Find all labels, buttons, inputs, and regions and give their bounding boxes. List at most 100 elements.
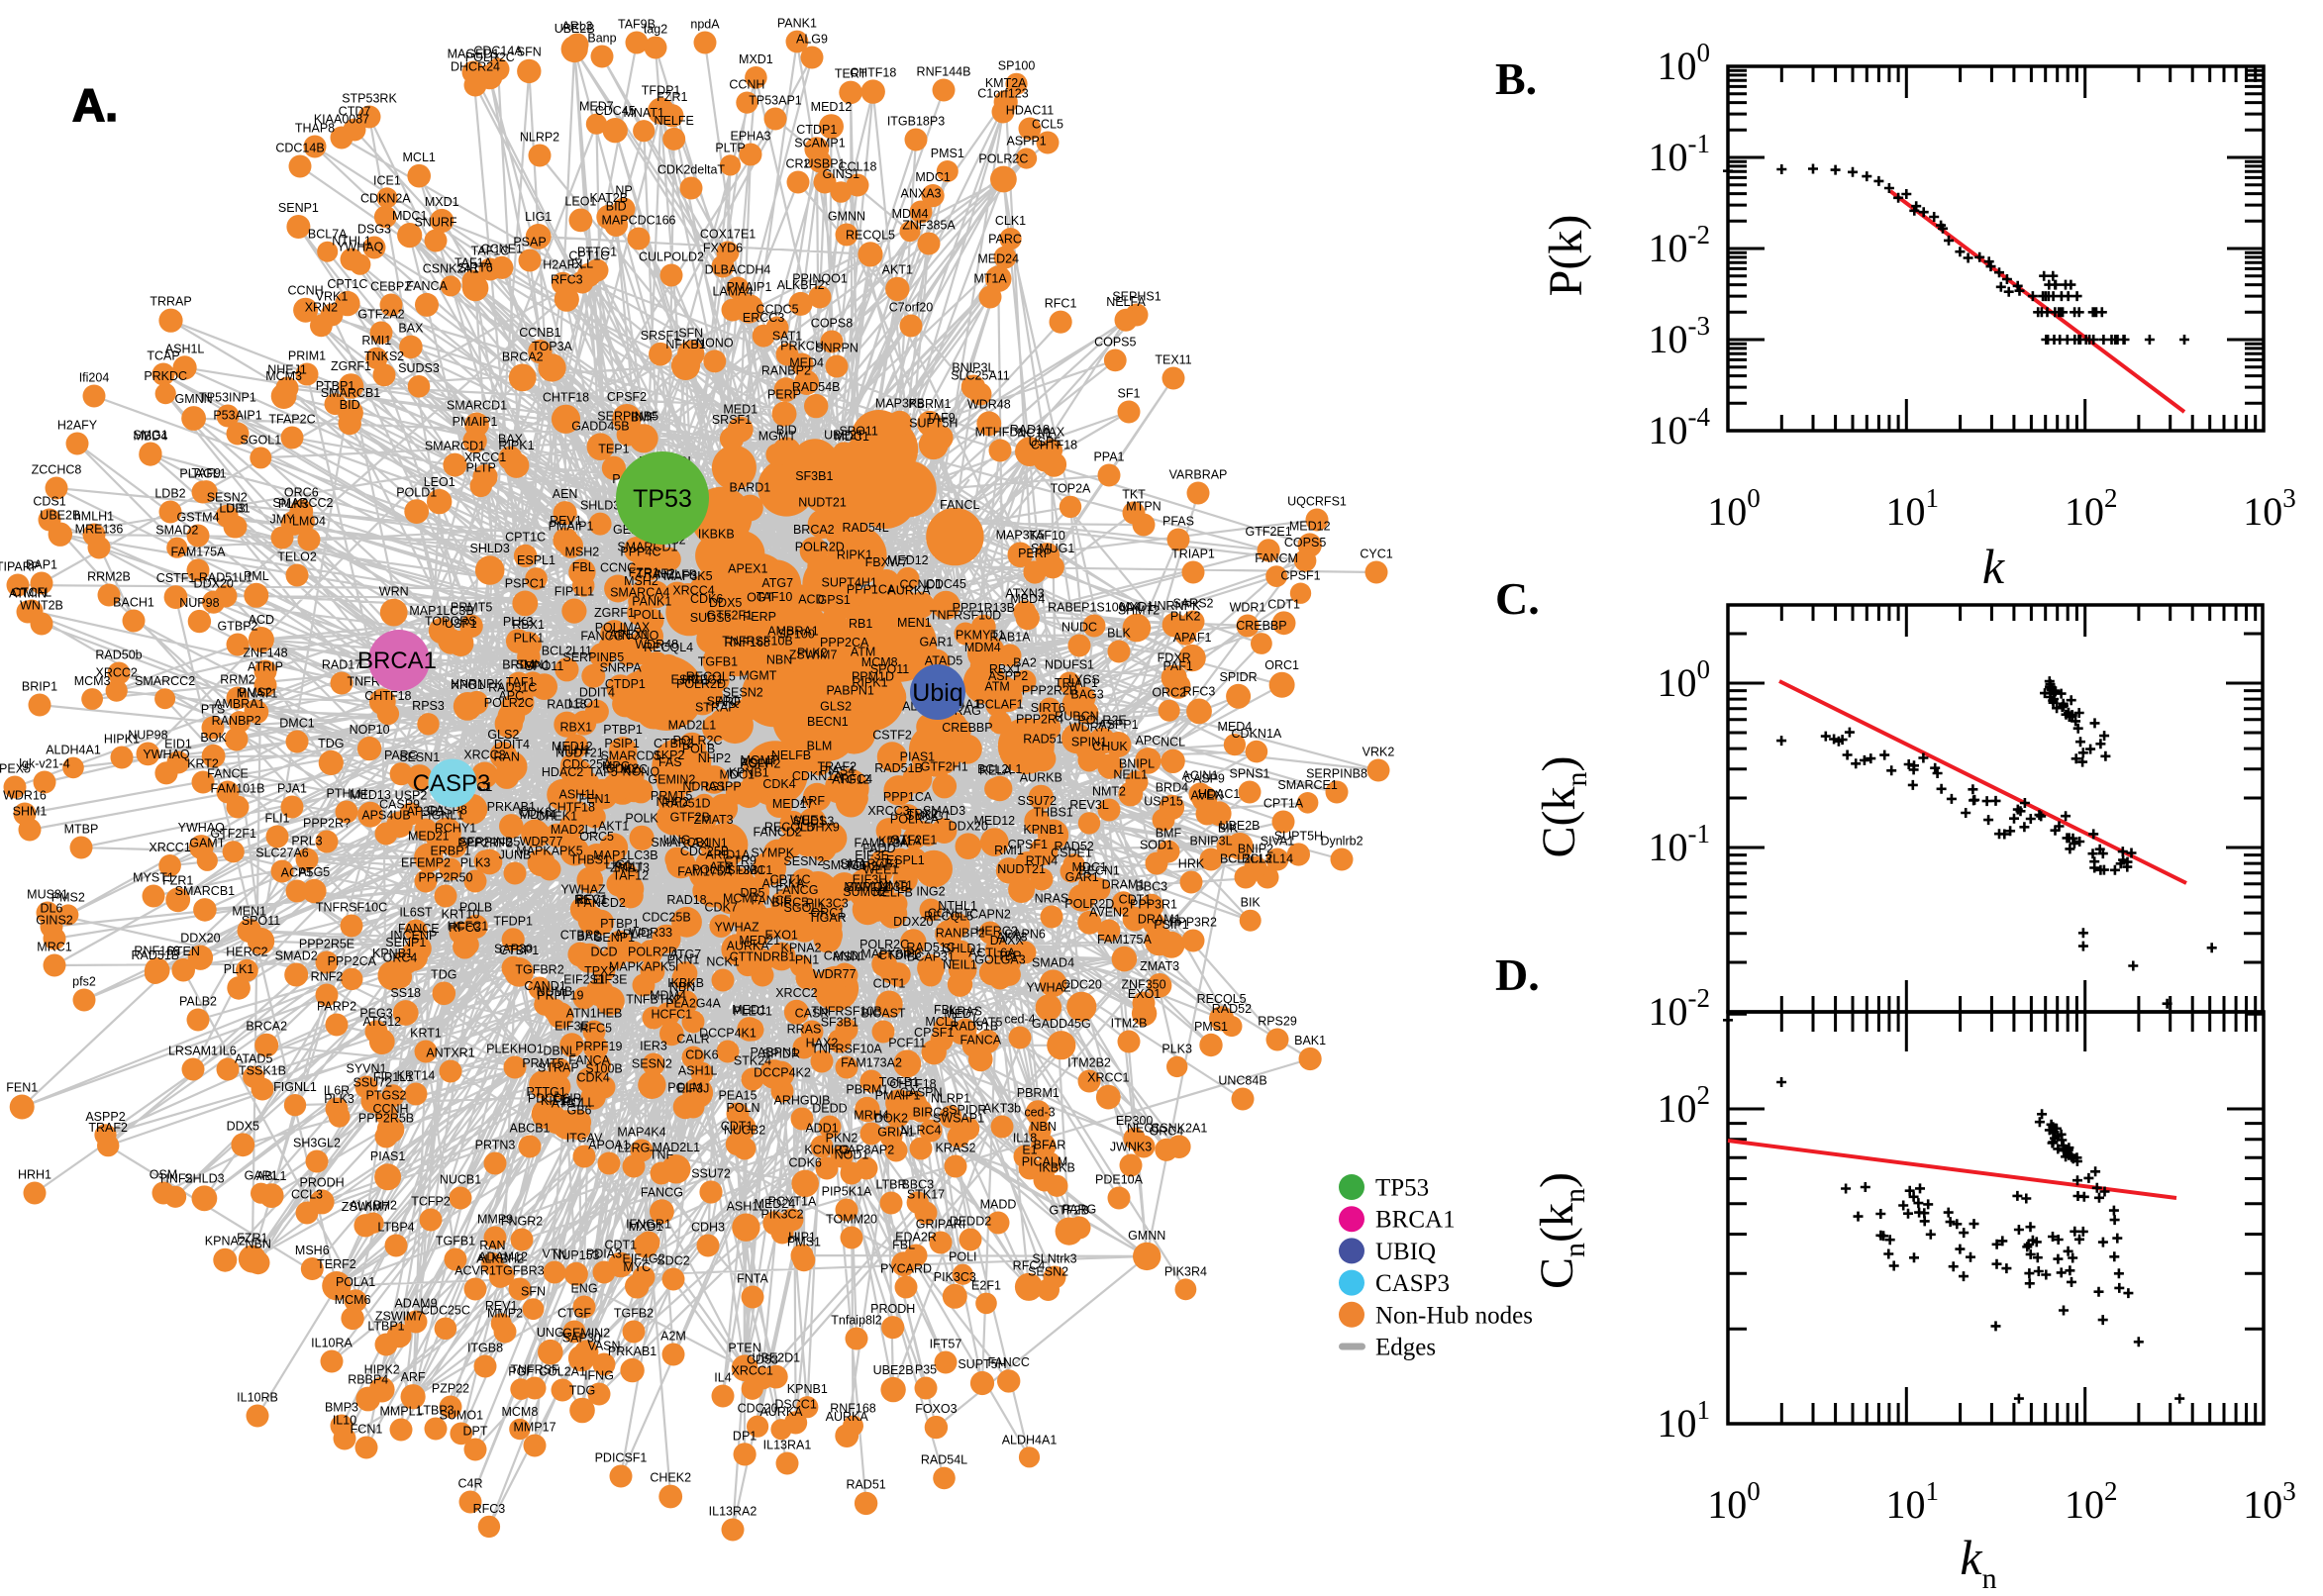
svg-text:JWNK3: JWNK3 bbox=[1110, 1141, 1152, 1154]
svg-text:WDR48: WDR48 bbox=[967, 398, 1011, 412]
svg-text:TEP1: TEP1 bbox=[598, 443, 629, 456]
svg-text:HNRNPK: HNRNPK bbox=[451, 677, 503, 691]
svg-text:NEO1: NEO1 bbox=[1127, 1122, 1161, 1136]
svg-text:TOPORS: TOPORS bbox=[425, 615, 477, 629]
svg-text:ITM2B: ITM2B bbox=[1111, 1017, 1148, 1031]
svg-text:POLK: POLK bbox=[625, 812, 658, 826]
svg-text:KIAA0087: KIAA0087 bbox=[314, 113, 369, 127]
svg-text:PJA1: PJA1 bbox=[277, 782, 307, 796]
svg-text:SPIDR: SPIDR bbox=[949, 1103, 986, 1117]
svg-text:GAR1: GAR1 bbox=[245, 1169, 278, 1183]
svg-text:PTBP1: PTBP1 bbox=[316, 379, 355, 393]
svg-text:KPNB1: KPNB1 bbox=[1023, 823, 1063, 837]
svg-text:MCM7: MCM7 bbox=[723, 892, 759, 906]
svg-text:POLR2A: POLR2A bbox=[890, 813, 940, 827]
svg-text:FANCA: FANCA bbox=[406, 279, 448, 293]
svg-text:NUDT21: NUDT21 bbox=[556, 747, 604, 760]
svg-text:BMF: BMF bbox=[631, 410, 657, 424]
svg-text:CDT1: CDT1 bbox=[721, 1119, 754, 1133]
svg-text:ATN1HEB: ATN1HEB bbox=[566, 1007, 623, 1021]
svg-text:XRCC1: XRCC1 bbox=[149, 841, 190, 854]
svg-text:DDX5: DDX5 bbox=[709, 596, 742, 610]
svg-text:CCNB1: CCNB1 bbox=[519, 326, 560, 340]
svg-text:CD53: CD53 bbox=[747, 1353, 778, 1367]
svg-text:ANTXR1: ANTXR1 bbox=[426, 1047, 474, 1060]
svg-text:RAD52: RAD52 bbox=[1054, 840, 1093, 853]
svg-text:FANCL: FANCL bbox=[940, 498, 979, 512]
svg-text:CCNE1: CCNE1 bbox=[928, 906, 969, 920]
svg-text:CHTF18: CHTF18 bbox=[543, 391, 589, 405]
svg-text:COPS8: COPS8 bbox=[811, 317, 853, 331]
svg-text:GTF2B: GTF2B bbox=[670, 811, 710, 825]
svg-text:TIGAR: TIGAR bbox=[808, 911, 846, 925]
svg-text:FANCF: FANCF bbox=[752, 894, 792, 908]
svg-text:RRM2: RRM2 bbox=[220, 673, 254, 687]
svg-text:FIP1L1: FIP1L1 bbox=[373, 1070, 413, 1084]
svg-text:E1: E1 bbox=[1022, 1144, 1037, 1157]
svg-text:Tnfaip8l2: Tnfaip8l2 bbox=[831, 1314, 881, 1328]
svg-text:ALKBH2: ALKBH2 bbox=[476, 1252, 524, 1266]
svg-text:PLK3: PLK3 bbox=[1162, 1043, 1192, 1056]
svg-text:TAF5: TAF5 bbox=[588, 765, 618, 779]
svg-text:SUDS3: SUDS3 bbox=[690, 611, 732, 625]
svg-text:PMS1: PMS1 bbox=[1194, 1020, 1228, 1034]
svg-text:SHLD3: SHLD3 bbox=[470, 542, 510, 555]
svg-text:CDK2: CDK2 bbox=[606, 762, 639, 776]
svg-text:USP15: USP15 bbox=[1144, 795, 1183, 809]
svg-text:E2F1: E2F1 bbox=[971, 1279, 1001, 1293]
svg-text:CAP8AP2: CAP8AP2 bbox=[839, 1144, 894, 1157]
svg-text:TNFRSF: TNFRSF bbox=[510, 1363, 559, 1377]
svg-text:PMS1: PMS1 bbox=[931, 147, 964, 160]
svg-text:SUDS3: SUDS3 bbox=[793, 815, 835, 829]
svg-text:TAF1: TAF1 bbox=[506, 675, 536, 689]
svg-text:UBE2D1: UBE2D1 bbox=[752, 1351, 800, 1365]
svg-text:GMNN: GMNN bbox=[1128, 1229, 1165, 1243]
svg-text:NHEJ1: NHEJ1 bbox=[267, 363, 307, 377]
svg-text:MAD2L1: MAD2L1 bbox=[668, 719, 717, 733]
svg-text:RECQL4: RECQL4 bbox=[644, 641, 693, 654]
svg-text:H2AFX: H2AFX bbox=[543, 258, 583, 272]
svg-text:SESN2: SESN2 bbox=[1028, 1264, 1068, 1278]
svg-text:PTHLH: PTHLH bbox=[327, 787, 367, 801]
svg-text:C7orf20: C7orf20 bbox=[889, 301, 934, 315]
svg-text:IKBKB: IKBKB bbox=[667, 976, 704, 990]
svg-text:PTEN: PTEN bbox=[167, 945, 200, 958]
svg-text:NBN: NBN bbox=[669, 980, 695, 994]
svg-text:ACD: ACD bbox=[249, 613, 274, 627]
svg-text:ATG12: ATG12 bbox=[362, 1015, 401, 1029]
svg-text:TP53: TP53 bbox=[1375, 1175, 1429, 1202]
svg-text:TEX11: TEX11 bbox=[1155, 353, 1191, 367]
svg-text:LEO1: LEO1 bbox=[424, 475, 455, 489]
svg-text:PLK3: PLK3 bbox=[460, 856, 491, 870]
svg-text:RNF168: RNF168 bbox=[134, 944, 180, 957]
svg-text:XPO1: XPO1 bbox=[452, 678, 484, 692]
svg-text:KPNB1: KPNB1 bbox=[787, 1382, 828, 1396]
svg-text:TRAF2: TRAF2 bbox=[636, 567, 675, 581]
svg-text:WEE1: WEE1 bbox=[790, 814, 825, 828]
svg-text:EIF3E: EIF3E bbox=[555, 1019, 589, 1033]
svg-text:BMP3: BMP3 bbox=[325, 1401, 358, 1415]
svg-text:RANBP2: RANBP2 bbox=[761, 363, 811, 377]
svg-text:ARF: ARF bbox=[717, 695, 742, 709]
svg-text:TPX2: TPX2 bbox=[584, 964, 615, 978]
svg-text:GEMIN2: GEMIN2 bbox=[648, 772, 695, 786]
svg-text:FANCM: FANCM bbox=[1255, 551, 1298, 565]
svg-text:ORC6: ORC6 bbox=[284, 485, 319, 499]
svg-text:DHCR24: DHCR24 bbox=[451, 60, 500, 74]
svg-text:RB1: RB1 bbox=[849, 617, 872, 631]
svg-text:PN1: PN1 bbox=[795, 953, 819, 967]
svg-text:UBE2T: UBE2T bbox=[824, 428, 864, 442]
svg-text:SMUG1: SMUG1 bbox=[1031, 542, 1075, 555]
svg-text:ICE1: ICE1 bbox=[373, 173, 401, 187]
svg-text:NTHL1: NTHL1 bbox=[938, 899, 977, 913]
svg-text:CDC25C: CDC25C bbox=[421, 1304, 470, 1318]
svg-text:PAF1: PAF1 bbox=[1163, 659, 1193, 673]
svg-text:NBN: NBN bbox=[245, 1238, 270, 1251]
svg-text:ARHGDIB: ARHGDIB bbox=[774, 1094, 831, 1108]
svg-text:BNIP3L: BNIP3L bbox=[952, 360, 994, 374]
svg-text:YWHAQ: YWHAQ bbox=[143, 748, 190, 761]
svg-text:SNURF: SNURF bbox=[414, 216, 456, 230]
svg-text:WNT2B: WNT2B bbox=[20, 599, 63, 613]
svg-text:NBN: NBN bbox=[1030, 1120, 1056, 1134]
svg-text:ITGB8: ITGB8 bbox=[467, 1342, 503, 1355]
